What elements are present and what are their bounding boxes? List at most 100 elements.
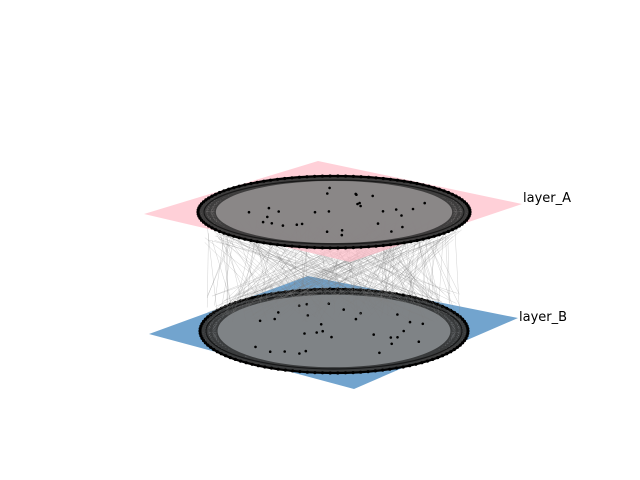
- layer-b-network-node: [321, 329, 325, 333]
- layer-a-network-node: [305, 175, 309, 179]
- layer-a-network-node: [432, 234, 436, 238]
- layer-b-network-node: [390, 342, 394, 346]
- layer-b-network-node: [327, 302, 331, 306]
- layer-a-network-node: [367, 245, 371, 249]
- layer-b-network-node: [388, 291, 392, 295]
- layer-b-network-node: [373, 289, 377, 293]
- layer-b-network-node: [420, 361, 424, 365]
- layer-b-network-node: [359, 370, 363, 374]
- layer-a-network-node: [336, 174, 340, 178]
- layer-b-network-node: [342, 308, 346, 311]
- layer-a-network-node: [446, 190, 450, 195]
- layer-a-network-node: [325, 230, 329, 233]
- layer-a-network-node: [381, 210, 385, 213]
- layer-b-network-node: [343, 287, 348, 291]
- layer-a-network: [196, 174, 472, 250]
- layer-b-network: [198, 287, 470, 375]
- layer-a-network-node: [237, 236, 241, 240]
- layer-b-network-node: [209, 313, 213, 317]
- layer-a-network-node: [359, 175, 363, 179]
- layer-a-network-node: [218, 190, 222, 195]
- layer-a-network-node: [249, 181, 253, 186]
- layer-a-network-node: [290, 176, 294, 180]
- layer-b-network-node: [199, 334, 203, 338]
- layer-a-network-node: [283, 243, 287, 248]
- layer-a-network-node: [381, 176, 385, 181]
- layer-b-network-node: [250, 296, 254, 300]
- layer-b-network-node: [263, 365, 267, 369]
- layer-a-network-node: [400, 214, 403, 217]
- layer-b-network-node: [209, 345, 213, 349]
- layer-b-network-node: [203, 317, 207, 321]
- layer-b-network-node: [269, 366, 274, 370]
- layer-b-network-node: [464, 322, 468, 326]
- layer-b-network-node: [455, 313, 459, 317]
- layer-a-network-node: [351, 246, 355, 250]
- layer-a-network-node: [437, 187, 441, 191]
- layer-b-network-node: [436, 302, 440, 306]
- layer-b-network-node: [388, 367, 392, 371]
- layer-b-network-node: [431, 357, 435, 361]
- layer-a-network-node: [344, 174, 348, 178]
- layer-a-network-node: [358, 201, 361, 205]
- layer-a-network-node: [243, 237, 247, 241]
- layer-b-network-node: [256, 294, 260, 298]
- layer-a-network-node: [442, 231, 446, 235]
- layer-a-network-node: [247, 210, 251, 214]
- layer-a-network-node: [457, 196, 461, 200]
- layer-a-network-node: [344, 246, 348, 250]
- layer-a-network-node: [402, 241, 406, 245]
- layer-b-network-node: [336, 287, 340, 291]
- layer-a-network-node: [283, 176, 287, 181]
- layer-b-network-node: [366, 288, 370, 292]
- layer-a-network-node: [374, 244, 378, 248]
- layer-b-network-node: [244, 361, 248, 365]
- layer-b-network-node: [298, 288, 302, 292]
- layer-a-network-node: [313, 246, 317, 250]
- layer-b-network-node: [466, 331, 470, 335]
- layer-a-network-node: [270, 222, 274, 225]
- layer-a-network-node: [210, 226, 214, 230]
- layer-b-network-node: [304, 349, 308, 353]
- layer-a-network-node: [204, 198, 208, 202]
- layer-b-network-node: [449, 308, 453, 312]
- layer-b-network-node: [381, 290, 385, 294]
- layer-b-network-node: [244, 297, 248, 301]
- layer-b-network-node: [458, 343, 462, 347]
- layer-b-network-node: [465, 334, 469, 338]
- layer-b-network-node: [276, 291, 280, 295]
- layer-b-network-node: [455, 345, 459, 349]
- layer-b-network-node: [372, 333, 376, 336]
- layer-a-network-node: [227, 233, 231, 237]
- layer-a-network-node: [427, 236, 431, 240]
- interlayer-edges: [204, 219, 463, 323]
- layer-b-network-node: [298, 352, 301, 355]
- layer-a-network-node: [266, 215, 269, 219]
- layer-b-network-node: [268, 350, 272, 354]
- layer-b-network-node: [389, 336, 393, 339]
- layer-b-network-node: [297, 304, 301, 308]
- layer-a-network-node: [328, 246, 332, 250]
- layer-a-network-node: [210, 194, 214, 198]
- layer-a-network-node: [411, 207, 415, 211]
- layer-b-network-node: [250, 362, 254, 366]
- layer-a-network-node: [423, 201, 427, 205]
- layer-b-network-node: [254, 345, 257, 349]
- layer-b-network-node: [313, 287, 317, 291]
- layer-a-network-node: [409, 180, 413, 184]
- layer-a-network-node: [227, 187, 231, 191]
- layer-b-network-node: [200, 336, 204, 340]
- layer-b-network-node: [283, 290, 287, 294]
- layer-b-network-node: [219, 352, 223, 356]
- layer-b-network-node: [440, 304, 444, 308]
- layer-a-network-node: [354, 192, 358, 196]
- layer-a-network-node: [394, 208, 398, 211]
- layer-b-network-node: [263, 293, 267, 297]
- layer-b-network-node: [420, 297, 424, 301]
- layer-a-network-node: [275, 177, 280, 181]
- layer-a-network-node: [201, 200, 206, 204]
- layer-a-network-node: [401, 225, 404, 229]
- layer-b-network-node: [343, 371, 348, 375]
- layer-a-label: layer_A: [523, 191, 572, 206]
